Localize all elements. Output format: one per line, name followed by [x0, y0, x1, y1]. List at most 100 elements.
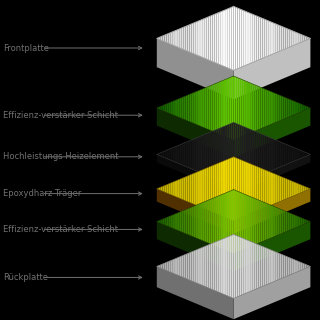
Polygon shape	[287, 145, 289, 164]
Polygon shape	[188, 25, 189, 52]
Polygon shape	[205, 134, 207, 175]
Polygon shape	[205, 87, 207, 129]
Polygon shape	[166, 103, 168, 113]
Polygon shape	[303, 105, 305, 111]
Polygon shape	[172, 259, 174, 274]
Polygon shape	[236, 158, 237, 220]
Polygon shape	[230, 158, 232, 220]
Polygon shape	[236, 190, 237, 253]
Polygon shape	[245, 127, 247, 182]
Polygon shape	[297, 149, 299, 160]
Polygon shape	[295, 215, 297, 228]
Polygon shape	[197, 171, 199, 206]
Polygon shape	[291, 100, 293, 116]
Polygon shape	[289, 146, 291, 163]
Polygon shape	[253, 197, 255, 246]
Polygon shape	[199, 203, 201, 240]
Polygon shape	[285, 211, 287, 232]
Polygon shape	[197, 249, 199, 284]
Polygon shape	[278, 94, 280, 122]
Polygon shape	[276, 24, 278, 53]
Polygon shape	[270, 205, 272, 238]
Polygon shape	[280, 26, 282, 51]
Polygon shape	[214, 83, 216, 133]
Polygon shape	[249, 83, 251, 134]
Polygon shape	[237, 8, 239, 69]
Polygon shape	[243, 238, 245, 294]
Polygon shape	[280, 209, 282, 234]
Text: Hochleistungs Heizelement: Hochleistungs Heizelement	[3, 152, 119, 161]
Polygon shape	[287, 257, 289, 276]
Polygon shape	[218, 163, 220, 215]
Polygon shape	[164, 185, 166, 193]
Polygon shape	[253, 84, 255, 132]
Polygon shape	[188, 94, 189, 122]
Polygon shape	[299, 103, 301, 113]
Text: Effizienz-verstärker Schicht: Effizienz-verstärker Schicht	[3, 111, 118, 120]
Polygon shape	[226, 78, 228, 138]
Polygon shape	[207, 133, 209, 176]
Polygon shape	[287, 212, 289, 231]
Polygon shape	[191, 206, 193, 237]
Polygon shape	[170, 32, 172, 45]
Polygon shape	[211, 243, 212, 290]
Polygon shape	[243, 11, 245, 67]
Polygon shape	[211, 85, 212, 131]
Polygon shape	[289, 213, 291, 230]
Polygon shape	[193, 92, 195, 124]
Polygon shape	[307, 187, 308, 190]
Polygon shape	[216, 163, 218, 214]
Polygon shape	[218, 195, 220, 248]
Polygon shape	[172, 181, 174, 196]
Polygon shape	[172, 101, 174, 115]
Polygon shape	[178, 145, 180, 164]
Polygon shape	[259, 17, 260, 60]
Polygon shape	[182, 211, 184, 233]
Polygon shape	[276, 252, 278, 281]
Polygon shape	[253, 14, 255, 62]
Polygon shape	[251, 83, 253, 133]
Polygon shape	[259, 245, 260, 288]
Polygon shape	[195, 172, 197, 206]
Polygon shape	[199, 20, 201, 57]
Polygon shape	[245, 162, 247, 216]
Polygon shape	[232, 189, 234, 253]
Polygon shape	[274, 206, 276, 237]
Polygon shape	[220, 239, 222, 294]
Polygon shape	[259, 133, 260, 176]
Polygon shape	[184, 142, 186, 166]
Polygon shape	[293, 214, 295, 229]
Polygon shape	[291, 259, 293, 275]
Polygon shape	[299, 262, 301, 271]
Polygon shape	[188, 175, 189, 203]
Polygon shape	[257, 132, 259, 177]
Polygon shape	[289, 99, 291, 117]
Polygon shape	[186, 209, 188, 234]
Polygon shape	[197, 21, 199, 56]
Polygon shape	[287, 99, 289, 118]
Polygon shape	[291, 30, 293, 46]
Polygon shape	[301, 35, 303, 43]
Polygon shape	[280, 176, 282, 202]
Polygon shape	[166, 217, 168, 227]
Polygon shape	[274, 23, 276, 53]
Polygon shape	[260, 168, 262, 210]
Polygon shape	[282, 142, 284, 166]
Polygon shape	[232, 157, 234, 221]
Polygon shape	[161, 106, 163, 110]
Polygon shape	[163, 263, 164, 269]
Polygon shape	[189, 174, 191, 203]
Polygon shape	[253, 131, 255, 179]
Polygon shape	[272, 206, 274, 237]
Polygon shape	[272, 22, 274, 54]
Polygon shape	[232, 6, 234, 70]
Polygon shape	[209, 86, 211, 131]
Polygon shape	[230, 235, 232, 298]
Polygon shape	[291, 181, 293, 197]
Polygon shape	[157, 38, 159, 39]
Polygon shape	[157, 188, 159, 189]
Polygon shape	[212, 197, 214, 246]
Polygon shape	[282, 96, 284, 120]
Polygon shape	[245, 194, 247, 249]
Polygon shape	[163, 151, 164, 158]
